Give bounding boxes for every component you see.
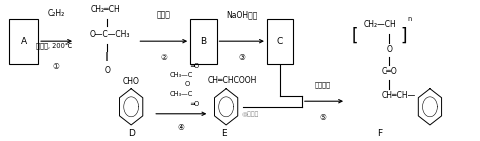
Text: C: C bbox=[276, 37, 283, 46]
Bar bbox=[266, 19, 293, 63]
Text: CH₃—C: CH₃—C bbox=[169, 72, 192, 78]
Text: @正确云: @正确云 bbox=[241, 111, 258, 117]
Text: C₂H₂: C₂H₂ bbox=[48, 9, 65, 18]
Text: ⑤: ⑤ bbox=[319, 114, 326, 123]
Bar bbox=[190, 19, 216, 63]
Text: 一定条件: 一定条件 bbox=[314, 81, 330, 88]
Text: NaOH溶液: NaOH溶液 bbox=[225, 10, 257, 19]
Text: ═O: ═O bbox=[190, 63, 199, 69]
Text: A: A bbox=[21, 37, 27, 46]
Bar bbox=[9, 19, 38, 63]
Text: 紫外线: 紫外线 bbox=[156, 10, 170, 19]
Text: ═O: ═O bbox=[190, 101, 199, 107]
Text: ③: ③ bbox=[238, 53, 244, 62]
Text: F: F bbox=[376, 129, 381, 138]
Text: E: E bbox=[220, 129, 226, 138]
Text: D: D bbox=[128, 129, 134, 138]
Text: CH₃—C: CH₃—C bbox=[169, 91, 192, 97]
Text: O: O bbox=[184, 81, 189, 87]
Text: B: B bbox=[200, 37, 206, 46]
Text: O: O bbox=[104, 66, 110, 75]
Text: CH₂—CH: CH₂—CH bbox=[362, 20, 395, 29]
Text: ②: ② bbox=[160, 53, 167, 62]
Text: ④: ④ bbox=[177, 123, 184, 132]
Text: ①: ① bbox=[53, 62, 60, 71]
Text: CHO: CHO bbox=[122, 77, 139, 86]
Text: C═O: C═O bbox=[381, 67, 396, 76]
Text: CH═CHCOOH: CH═CHCOOH bbox=[207, 76, 256, 85]
Text: CH₂═CH: CH₂═CH bbox=[90, 5, 120, 14]
Text: O: O bbox=[385, 45, 391, 54]
Text: 催化剂, 200℃: 催化剂, 200℃ bbox=[36, 42, 72, 49]
Text: ‖: ‖ bbox=[105, 52, 109, 61]
Text: CH═CH—: CH═CH— bbox=[381, 91, 415, 100]
Text: n: n bbox=[407, 16, 410, 22]
Text: ]: ] bbox=[399, 27, 406, 45]
Text: O—C—CH₃: O—C—CH₃ bbox=[90, 30, 130, 39]
Text: [: [ bbox=[351, 27, 357, 45]
